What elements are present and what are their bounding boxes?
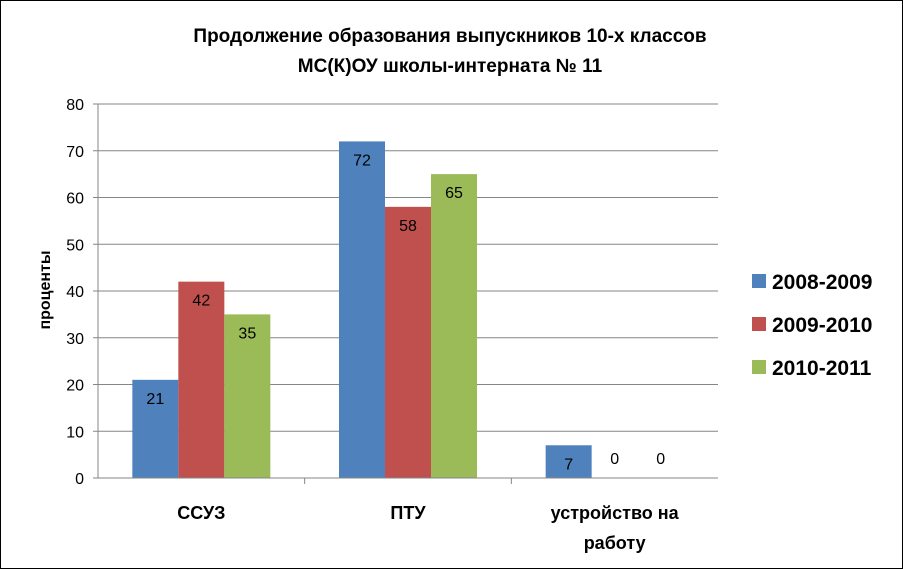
legend-label: 2010-2011 xyxy=(772,357,872,380)
legend-swatch xyxy=(752,360,766,374)
y-tick-label: 40 xyxy=(66,284,84,301)
data-label: 58 xyxy=(399,218,417,235)
data-label: 0 xyxy=(610,451,619,468)
y-tick-label: 50 xyxy=(66,237,84,254)
legend-label: 2008-2009 xyxy=(772,271,872,294)
data-label: 72 xyxy=(353,152,371,169)
legend-label: 2009-2010 xyxy=(772,314,872,337)
y-tick-label: 10 xyxy=(66,424,84,441)
legend-swatch xyxy=(752,317,766,331)
legend-swatch xyxy=(752,274,766,288)
data-label: 7 xyxy=(564,456,573,473)
data-label: 42 xyxy=(192,293,210,310)
data-label: 21 xyxy=(146,391,164,408)
x-tick-label: ПТУ xyxy=(390,503,426,523)
y-tick-label: 0 xyxy=(75,471,84,488)
data-label: 65 xyxy=(445,185,463,202)
chart-title-line-1: Продолжение образования выпускников 10-х… xyxy=(193,26,706,47)
bar xyxy=(178,281,225,478)
x-tick-label: устройство на xyxy=(551,503,680,523)
chart-title: Продолжение образования выпускников 10-х… xyxy=(193,26,706,77)
x-tick-label: ССУЗ xyxy=(177,503,225,523)
bar xyxy=(132,379,179,478)
y-tick-label: 30 xyxy=(66,331,84,348)
y-axis-label: проценты xyxy=(37,250,54,329)
data-label: 0 xyxy=(656,451,665,468)
y-tick-label: 60 xyxy=(66,191,84,208)
y-tick-label: 70 xyxy=(66,144,84,161)
legend: 2008-2009 2009-2010 2010-2011 xyxy=(752,271,872,380)
bar xyxy=(339,141,385,478)
bar xyxy=(431,174,477,478)
y-tick-label: 80 xyxy=(66,97,84,114)
chart-title-line-2: МС(К)ОУ школы-интерната № 11 xyxy=(298,56,603,77)
bar xyxy=(385,206,431,478)
x-tick-label: работу xyxy=(584,533,646,553)
bar xyxy=(224,314,271,478)
data-label: 35 xyxy=(238,325,256,342)
bar xyxy=(545,445,592,478)
y-tick-label: 20 xyxy=(66,378,84,395)
